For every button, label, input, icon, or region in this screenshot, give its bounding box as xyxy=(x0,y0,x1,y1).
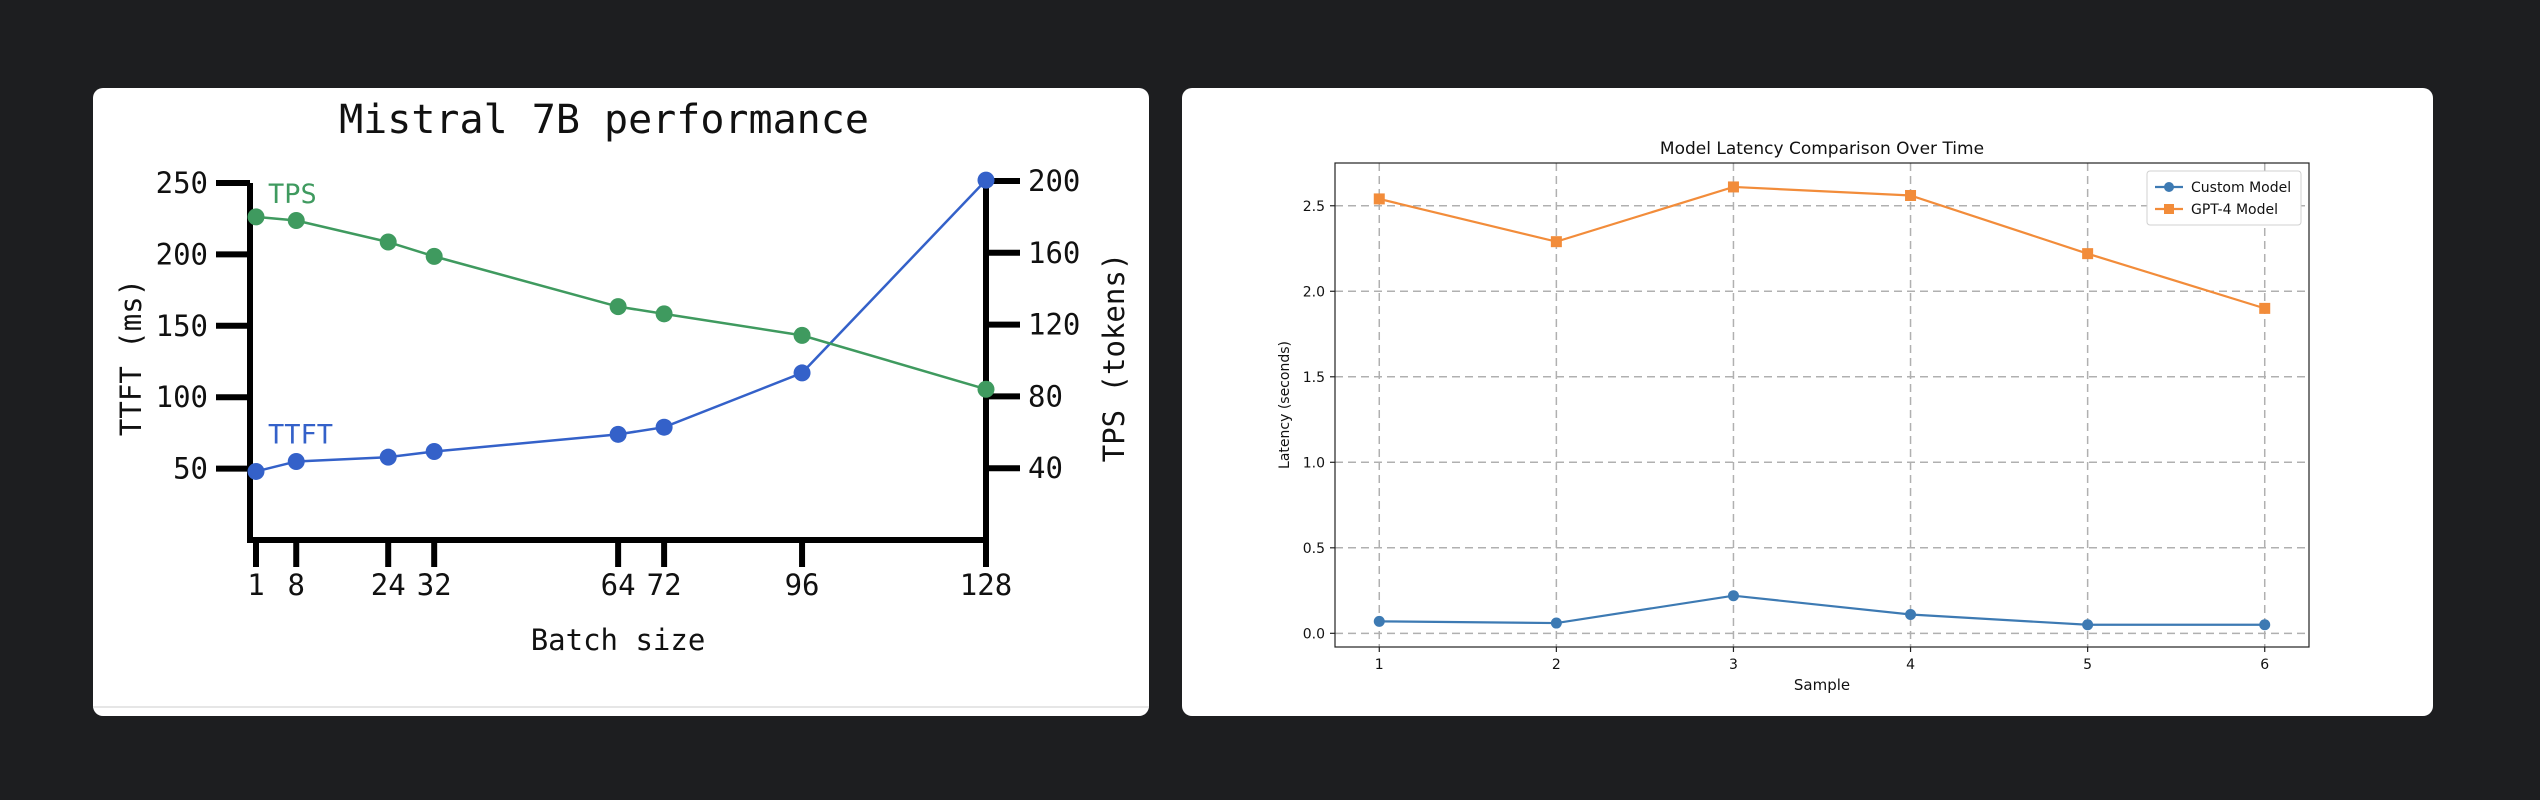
data-point-custom-model xyxy=(1550,617,1562,629)
x-tick-label: 8 xyxy=(288,568,305,602)
right-y-axis-label: TPS (tokens) xyxy=(1097,253,1131,463)
x-tick-label: 3 xyxy=(1729,657,1738,673)
left-y-axis-label: TTFT (ms) xyxy=(114,279,148,436)
data-point-tps xyxy=(609,298,627,316)
data-point-tps xyxy=(425,247,443,265)
data-point-custom-model xyxy=(1905,609,1917,621)
mistral-performance-chart: Mistral 7B performance 50 100 150 200 250 40 80… xyxy=(114,97,1131,657)
data-point-ttft xyxy=(609,425,627,443)
card-divider xyxy=(93,706,1149,708)
chart-title: Model Latency Comparison Over Time xyxy=(1660,139,1984,159)
data-point-tps xyxy=(655,305,673,323)
right-tick-label: 40 xyxy=(1028,451,1063,485)
data-point-ttft xyxy=(425,442,443,460)
plot-frame xyxy=(1334,162,2310,648)
data-point-tps xyxy=(379,233,397,251)
left-tick-label: 250 xyxy=(156,166,208,200)
x-tick-label: 128 xyxy=(960,568,1012,602)
legend-box xyxy=(2146,170,2302,226)
right-tick-label: 80 xyxy=(1028,379,1063,413)
left-tick-label: 50 xyxy=(173,452,208,486)
x-tick-label: 32 xyxy=(417,568,452,602)
data-point-custom-model xyxy=(1727,590,1739,602)
series-line-ttft xyxy=(255,179,987,473)
y-tick-label: 0.5 xyxy=(1303,541,1325,557)
data-point-custom-model xyxy=(2259,619,2271,631)
right-tick-label: 160 xyxy=(1028,236,1080,270)
data-point-gpt-4-model xyxy=(1550,236,1562,248)
x-tick-label: 1 xyxy=(247,568,264,602)
x-tick-label: 4 xyxy=(1906,657,1915,673)
x-tick-label: 2 xyxy=(1552,657,1561,673)
data-point-ttft xyxy=(287,452,305,470)
x-tick-label: 24 xyxy=(371,568,406,602)
series-line-gpt-4-model xyxy=(1379,185,2266,310)
data-point-ttft xyxy=(247,462,265,480)
data-point-ttft xyxy=(379,448,397,466)
data-point-ttft xyxy=(793,364,811,382)
data-point-gpt-4-model xyxy=(2259,302,2271,314)
data-point-ttft xyxy=(655,418,673,436)
y-tick-label: 1.5 xyxy=(1303,370,1325,386)
data-point-gpt-4-model xyxy=(1905,189,1917,201)
series-label-tps: TPS xyxy=(268,179,317,210)
left-tick-label: 200 xyxy=(156,237,208,271)
x-axis-label: Sample xyxy=(1794,676,1850,694)
legend-marker xyxy=(2164,182,2174,192)
left-tick-label: 150 xyxy=(156,309,208,343)
x-tick-label: 1 xyxy=(1375,657,1384,673)
x-tick-label: 6 xyxy=(2260,657,2269,673)
y-tick-label: 2.0 xyxy=(1303,284,1325,300)
x-tick-label: 5 xyxy=(2083,657,2092,673)
x-axis-label: Batch size xyxy=(531,623,706,657)
series-line-custom-model xyxy=(1379,594,2265,626)
y-tick-label: 2.5 xyxy=(1303,199,1325,215)
mistral-chart-card: Mistral 7B performance 50 100 150 200 250 40 80… xyxy=(93,88,1149,716)
data-point-gpt-4-model xyxy=(1727,181,1739,193)
y-tick-label: 0.0 xyxy=(1303,626,1325,642)
right-tick-label: 120 xyxy=(1028,308,1080,342)
series-label-ttft: TTFT xyxy=(268,419,333,450)
data-point-tps xyxy=(977,380,995,398)
x-tick-label: 64 xyxy=(601,568,636,602)
right-tick-label: 200 xyxy=(1028,164,1080,198)
series-line-tps xyxy=(255,215,987,391)
data-point-custom-model xyxy=(1373,615,1385,627)
x-tick-label: 96 xyxy=(785,568,820,602)
x-tick-label: 72 xyxy=(647,568,682,602)
data-point-custom-model xyxy=(2082,619,2094,631)
data-point-ttft xyxy=(977,171,995,189)
legend-marker xyxy=(2164,204,2174,214)
legend-label: GPT-4 Model xyxy=(2191,202,2278,218)
data-point-gpt-4-model xyxy=(2082,248,2094,260)
legend-label: Custom Model xyxy=(2191,180,2291,196)
y-axis-label: Latency (seconds) xyxy=(1277,341,1293,469)
latency-chart-card: Model Latency Comparison Over Time 0.0 0.5… xyxy=(1182,88,2433,716)
data-point-tps xyxy=(247,208,265,226)
left-tick-label: 100 xyxy=(156,380,208,414)
data-point-tps xyxy=(793,326,811,344)
y-tick-label: 1.0 xyxy=(1303,455,1325,471)
data-point-gpt-4-model xyxy=(1373,193,1385,205)
latency-comparison-chart: Model Latency Comparison Over Time 0.0 0.5… xyxy=(1277,139,2310,694)
chart-title: Mistral 7B performance xyxy=(339,97,869,143)
data-point-tps xyxy=(287,211,305,229)
